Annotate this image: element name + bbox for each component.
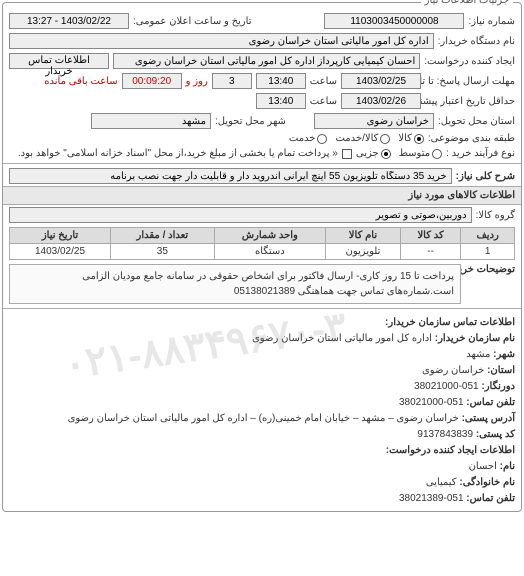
pkg-radio-group: کالا کالا/خدمت خدمت (289, 133, 424, 144)
buyer-note-text: پرداخت تا 15 روز کاری- ارسال فاکتور برای… (9, 264, 461, 304)
goods-table-wrap: ردیفکد کالانام کالاواحد شمارشتعداد / مقد… (3, 225, 521, 262)
row-req-no: شماره نیاز: تاریخ و ساعت اعلان عمومی: (3, 11, 521, 31)
announce-label: تاریخ و ساعت اعلان عمومی: (133, 16, 252, 27)
row-goods-group: گروه کالا: (3, 205, 521, 225)
row-location: استان محل تحویل: شهر محل تحویل: (3, 111, 521, 131)
time-label-2: ساعت (310, 96, 337, 107)
details-panel: جزئیات اطلاعات نیاز شماره نیاز: تاریخ و … (2, 2, 522, 512)
radio-icon (317, 134, 327, 144)
contact-fax-row: دورنگار: 051-38021000 (9, 379, 515, 395)
pkg-opt-serv[interactable]: خدمت (289, 133, 328, 144)
treasury-checkbox[interactable] (342, 149, 352, 159)
creator-section-title: اطلاعات ایجاد کننده درخواست: (9, 443, 515, 459)
table-cell: -- (400, 244, 460, 260)
table-header: تاریخ نیاز (10, 228, 111, 244)
table-cell: 1403/02/25 (10, 244, 111, 260)
city-field (91, 113, 211, 129)
contact-postal-row: کد پستی: 9137843839 (9, 427, 515, 443)
pkg-opt-all[interactable]: کالا (398, 133, 424, 144)
table-header: ردیف (461, 228, 515, 244)
remain-days (212, 73, 252, 89)
creator-lname-row: نام خانوادگی: کیمیایی (9, 475, 515, 491)
subject-field (9, 168, 452, 184)
contact-province-row: استان: خراسان رضوی (9, 363, 515, 379)
table-cell: 35 (110, 244, 214, 260)
deadline-recv-time (256, 73, 306, 89)
table-header: واحد شمارش (214, 228, 325, 244)
announce-date-field (9, 13, 129, 29)
buyer-name-field (9, 33, 434, 49)
contact-phone-row: تلفن تماس: 051-38021000 (9, 395, 515, 411)
contact-org-row: نام سازمان خریدار: اداره کل امور مالیاتی… (9, 331, 515, 347)
validity-label: حداقل تاریخ اعتبار پیشنهاد: تا تاریخ: (425, 96, 515, 107)
row-pay-type: نوع فرآیند خرید : متوسط جزیی « پرداخت تم… (3, 146, 521, 161)
contact-city-row: شهر: مشهد (9, 347, 515, 363)
table-cell: 1 (461, 244, 515, 260)
contact-addr-row: آدرس پستی: خراسان رضوی – مشهد – خیابان ا… (9, 411, 515, 427)
goods-group-label: گروه کالا: (476, 210, 515, 221)
table-header: نام کالا (325, 228, 400, 244)
pay-type-label: نوع فرآیند خرید : (446, 148, 515, 159)
validity-time (256, 93, 306, 109)
creator-phone-row: تلفن تماس: 051-38021389 (9, 491, 515, 507)
creator-field (113, 53, 420, 69)
panel-title: جزئیات اطلاعات نیاز (421, 0, 513, 6)
pkg-label: طبقه بندی موضوعی: (428, 133, 515, 144)
row-buyer-note: توضیحات خریدار: پرداخت تا 15 روز کاری- ا… (3, 262, 521, 306)
pay-radio-group: متوسط جزیی (356, 148, 442, 159)
buyer-name-label: نام دستگاه خریدار: (438, 36, 515, 47)
divider (3, 163, 521, 164)
row-buyer-name: نام دستگاه خریدار: (3, 31, 521, 51)
table-cell: دستگاه (214, 244, 325, 260)
validity-date (341, 93, 421, 109)
row-pkg: طبقه بندی موضوعی: کالا کالا/خدمت خدمت (3, 131, 521, 146)
buyer-note-label: توضیحات خریدار: (465, 264, 515, 275)
pay-note: « پرداخت تمام یا بخشی از مبلغ خرید،از مح… (18, 148, 338, 159)
radio-icon (432, 149, 442, 159)
creator-name-row: نام: احسان (9, 459, 515, 475)
pay-opt-mid[interactable]: متوسط (399, 148, 442, 159)
deadline-recv-date (341, 73, 421, 89)
goods-section-head: اطلاعات کالاهای مورد نیاز (3, 186, 521, 205)
req-no-field (324, 13, 464, 29)
deadline-recv-label: مهلت ارسال پاسخ: تا تاریخ: (425, 76, 515, 87)
contact-section-title: اطلاعات تماس سازمان خریدار: (9, 315, 515, 331)
pay-opt-part[interactable]: جزیی (356, 148, 391, 159)
row-deadline-recv: مهلت ارسال پاسخ: تا تاریخ: ساعت روز و سا… (3, 71, 521, 91)
radio-icon (381, 149, 391, 159)
remain-time (122, 73, 182, 89)
table-cell: تلویزیون (325, 244, 400, 260)
divider (3, 308, 521, 309)
time-label-1: ساعت (310, 76, 337, 87)
pkg-opt-some[interactable]: کالا/خدمت (335, 133, 390, 144)
radio-icon (414, 134, 424, 144)
province-field (314, 113, 434, 129)
req-no-label: شماره نیاز: (468, 16, 515, 27)
remain-rest-label: ساعت باقی مانده (44, 76, 117, 87)
table-row: 1--تلویزیوندستگاه351403/02/25 (10, 244, 515, 260)
contact-buyer-button[interactable]: اطلاعات تماس خریدار (9, 53, 109, 69)
row-creator: ایجاد کننده درخواست: اطلاعات تماس خریدار (3, 51, 521, 71)
remain-days-label: روز و (186, 76, 208, 87)
row-subject: شرح کلی نیاز: (3, 166, 521, 186)
subject-label: شرح کلی نیاز: (456, 171, 515, 182)
creator-label: ایجاد کننده درخواست: (424, 56, 515, 67)
province-label: استان محل تحویل: (438, 116, 515, 127)
goods-table: ردیفکد کالانام کالاواحد شمارشتعداد / مقد… (9, 227, 515, 260)
contact-block: اطلاعات تماس سازمان خریدار: نام سازمان خ… (3, 311, 521, 511)
goods-group-field (9, 207, 472, 223)
city-label: شهر محل تحویل: (215, 116, 286, 127)
table-header: کد کالا (400, 228, 460, 244)
row-validity: حداقل تاریخ اعتبار پیشنهاد: تا تاریخ: سا… (3, 91, 521, 111)
table-header: تعداد / مقدار (110, 228, 214, 244)
radio-icon (380, 134, 390, 144)
